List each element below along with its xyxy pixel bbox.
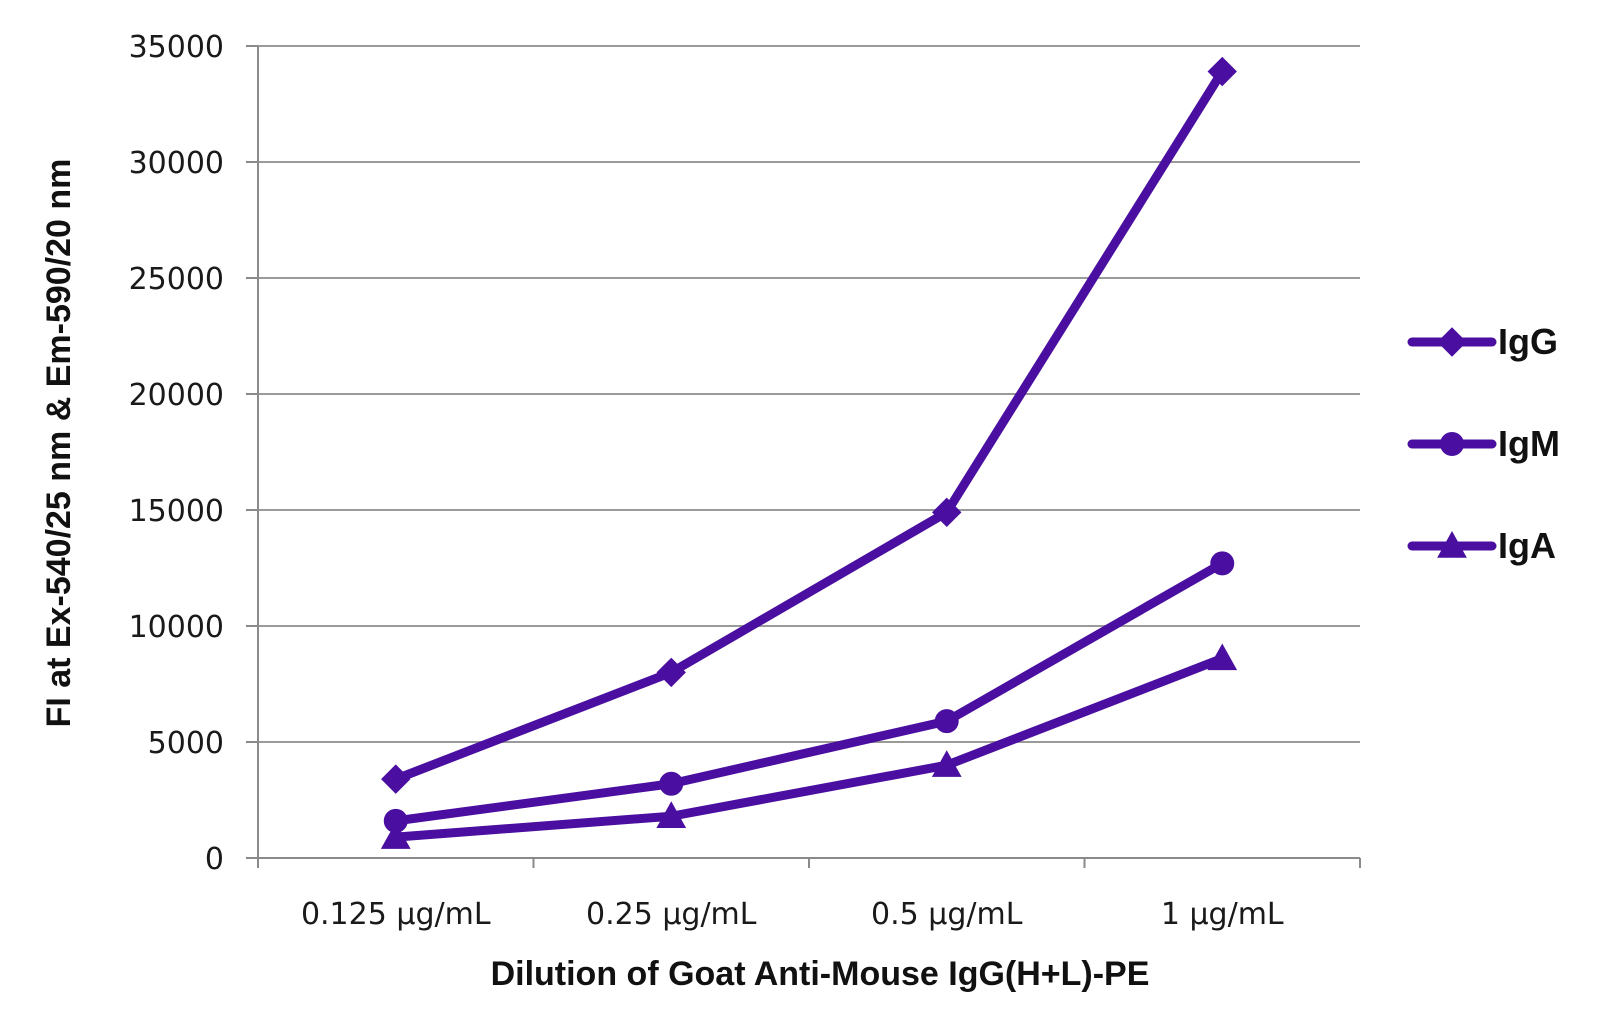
data-point	[659, 771, 684, 796]
data-point	[931, 750, 962, 777]
series-line	[391, 653, 1227, 842]
data-point	[380, 822, 411, 849]
y-tick-label: 15000	[129, 494, 224, 529]
y-tick-labels: 0 5000 10000 15000 20000 25000 30000 35000	[129, 30, 224, 877]
legend-item-igg: IgG	[1407, 321, 1558, 362]
y-tick-label: 20000	[129, 378, 224, 413]
y-tick-label: 35000	[129, 30, 224, 65]
y-tick-label: 25000	[129, 262, 224, 297]
legend-item-igm: IgM	[1407, 423, 1560, 464]
axes	[246, 45, 1361, 868]
series-igm	[383, 551, 1235, 833]
data-point	[934, 709, 959, 734]
y-tick-label: 5000	[148, 726, 224, 761]
x-tick-label: 1 µg/mL	[1161, 897, 1284, 932]
data-point	[381, 764, 411, 794]
series-igg	[381, 56, 1237, 794]
data-point	[656, 657, 686, 688]
x-tick-labels: 0.125 µg/mL 0.25 µg/mL 0.5 µg/mL 1 µg/mL	[301, 897, 1284, 932]
data-point	[1210, 551, 1235, 576]
series-layer	[380, 56, 1238, 849]
legend-label: IgA	[1498, 525, 1556, 566]
x-tick-label: 0.125 µg/mL	[301, 897, 491, 932]
series-line	[391, 558, 1227, 826]
y-tick-label: 0	[205, 842, 224, 877]
gridlines	[258, 45, 1360, 743]
x-tick-label: 0.25 µg/mL	[586, 897, 757, 932]
y-tick-label: 10000	[129, 610, 224, 645]
data-point	[932, 497, 962, 528]
x-tick-label: 0.5 µg/mL	[871, 897, 1023, 932]
legend-label: IgG	[1498, 321, 1558, 362]
legend: IgG IgM IgA	[1407, 321, 1560, 566]
series-line	[391, 67, 1227, 784]
legend-item-iga: IgA	[1407, 525, 1556, 566]
y-axis-title: FI at Ex-540/25 nm & Em-590/20 nm	[40, 159, 78, 728]
data-point	[1207, 56, 1237, 87]
x-axis-title: Dilution of Goat Anti-Mouse IgG(H+L)-PE	[491, 955, 1150, 993]
data-point	[1207, 643, 1238, 671]
legend-marker	[1437, 327, 1467, 357]
y-tick-label: 30000	[129, 146, 224, 181]
series-iga	[380, 643, 1238, 849]
legend-marker	[1440, 432, 1464, 456]
legend-label: IgM	[1498, 423, 1560, 464]
legend-marker	[1437, 530, 1467, 558]
data-point	[656, 801, 687, 828]
